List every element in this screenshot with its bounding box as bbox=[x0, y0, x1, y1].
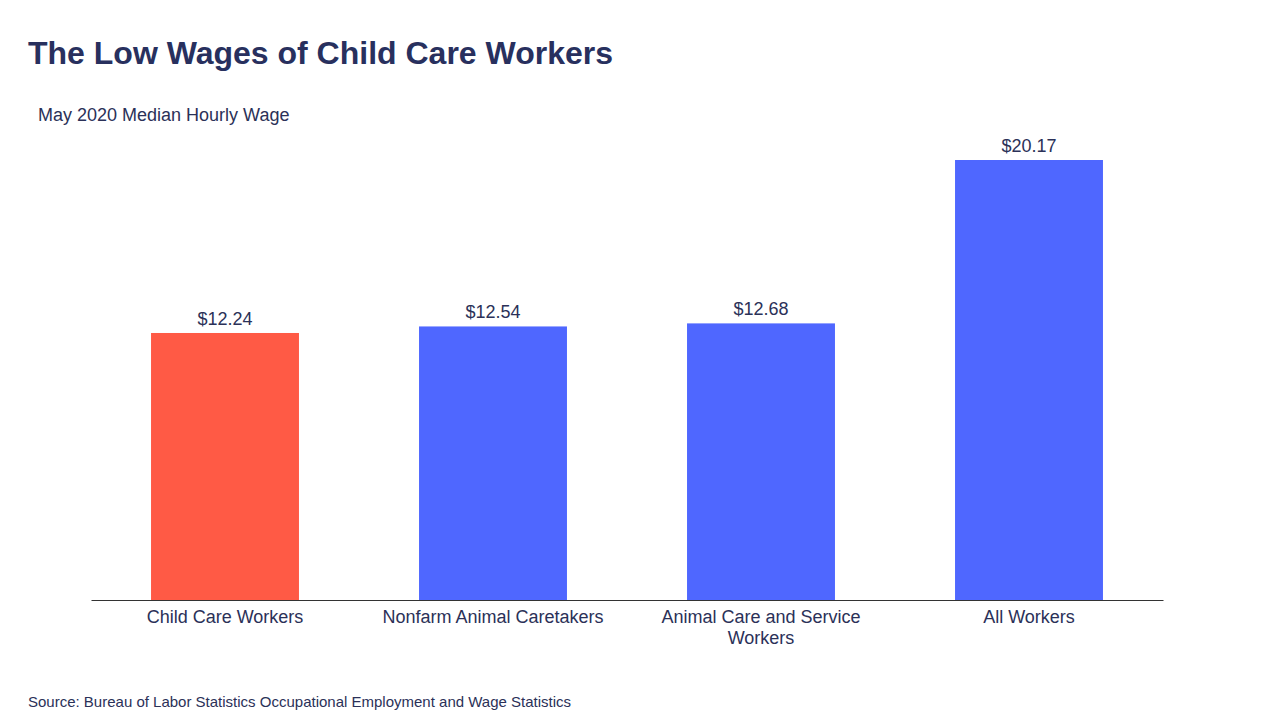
chart-title: The Low Wages of Child Care Workers bbox=[28, 35, 613, 71]
x-tick: Child Care Workers bbox=[147, 607, 304, 627]
data-label: $12.24 bbox=[197, 309, 252, 329]
bar bbox=[687, 323, 835, 600]
bar bbox=[419, 326, 567, 600]
x-tick-label: All Workers bbox=[983, 607, 1075, 627]
data-label: $20.17 bbox=[1001, 136, 1056, 156]
x-tick-label: Animal Care and ServiceWorkers bbox=[661, 607, 860, 649]
data-label: $12.54 bbox=[465, 302, 520, 322]
x-axis: Child Care Workers Nonfarm Animal Caretak… bbox=[92, 601, 1164, 649]
x-tick-label-line: Workers bbox=[728, 628, 795, 648]
x-tick: All Workers bbox=[983, 607, 1075, 627]
x-tick-label: Child Care Workers bbox=[147, 607, 304, 627]
x-tick: Nonfarm Animal Caretakers bbox=[382, 607, 603, 627]
chart-subtitle: May 2020 Median Hourly Wage bbox=[38, 105, 289, 125]
bars bbox=[151, 160, 1103, 600]
data-labels: $12.24 $12.54 $12.68 $20.17 bbox=[197, 136, 1056, 329]
x-tick-label: Nonfarm Animal Caretakers bbox=[382, 607, 603, 627]
data-label: $12.68 bbox=[733, 299, 788, 319]
x-tick: Animal Care and ServiceWorkers bbox=[661, 607, 860, 649]
chart-svg: The Low Wages of Child Care Workers May 2… bbox=[0, 0, 1280, 720]
bar bbox=[955, 160, 1103, 600]
x-tick-label-line: Animal Care and Service bbox=[661, 607, 860, 627]
x-axis-line bbox=[92, 600, 1164, 601]
bar bbox=[151, 333, 299, 600]
source-note: Source: Bureau of Labor Statistics Occup… bbox=[28, 693, 571, 710]
